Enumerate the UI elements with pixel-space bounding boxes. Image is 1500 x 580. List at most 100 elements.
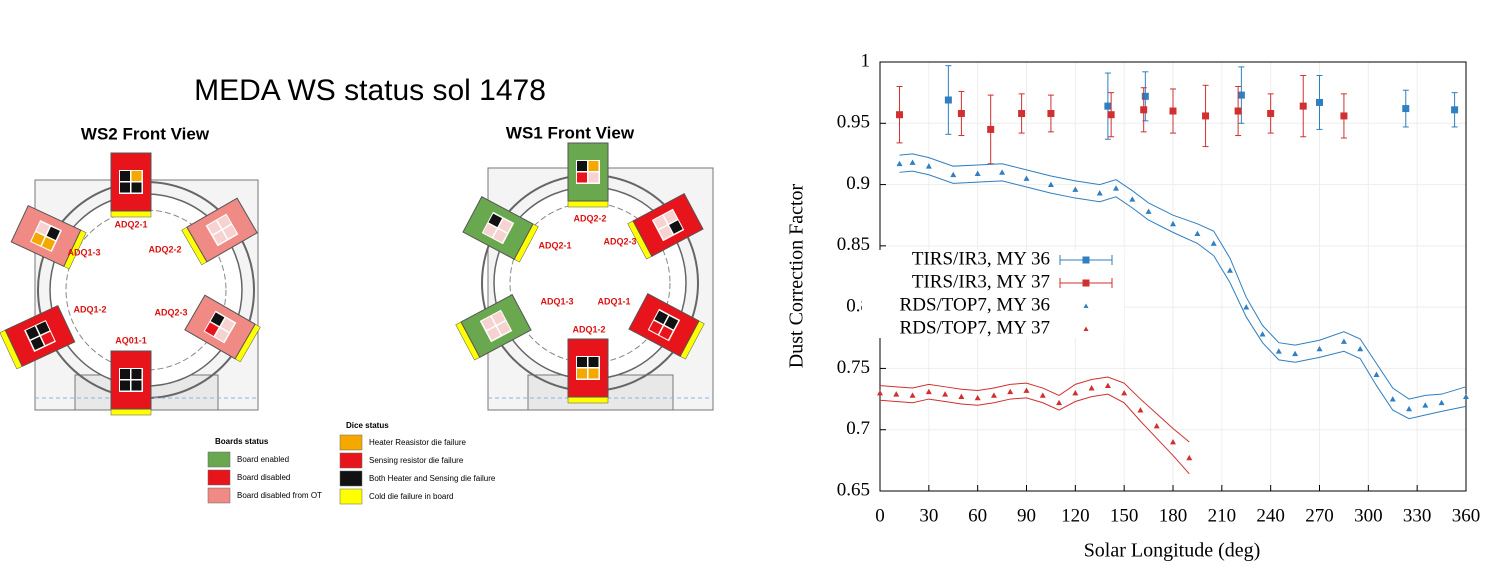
x-tick-label: 150 — [1110, 505, 1139, 526]
point — [1340, 112, 1348, 120]
x-tick-label: 210 — [1208, 505, 1237, 526]
point — [1088, 385, 1095, 391]
y-tick-label: 0.95 — [837, 112, 870, 133]
point — [896, 111, 904, 119]
x-tick-label: 60 — [968, 505, 987, 526]
x-tick-label: 30 — [919, 505, 938, 526]
point — [1113, 185, 1120, 191]
x-tick-label: 180 — [1159, 505, 1188, 526]
board-label: ADQ1-3 — [540, 296, 573, 306]
point — [1121, 389, 1128, 396]
point — [893, 391, 900, 397]
x-tick-label: 270 — [1305, 505, 1334, 526]
point — [1056, 399, 1063, 406]
point — [1226, 267, 1233, 273]
legend-label: Cold die failure in board — [369, 492, 454, 501]
point — [1389, 396, 1396, 402]
board-label: ADQ2-2 — [148, 244, 181, 254]
point — [990, 392, 997, 398]
die — [498, 218, 513, 233]
die — [223, 224, 237, 239]
point — [1007, 388, 1014, 395]
die — [497, 321, 511, 335]
point — [1422, 402, 1429, 408]
die — [120, 369, 130, 379]
legend-swatch — [339, 488, 363, 505]
y-tick-label: 0.85 — [837, 234, 870, 255]
point — [1039, 392, 1046, 398]
die — [204, 322, 219, 337]
point — [1243, 304, 1250, 310]
board-label: ADQ2-1 — [538, 240, 571, 250]
ws2-heading: WS2 Front View — [81, 124, 210, 143]
point — [1104, 102, 1112, 110]
point — [1047, 181, 1054, 187]
legend-swatch — [207, 469, 231, 486]
point — [1137, 407, 1144, 413]
die — [653, 215, 668, 230]
legend-label: RDS/TOP7, MY 36 — [900, 294, 1050, 315]
legend-label: Board disabled from OT — [237, 491, 322, 500]
die — [217, 214, 232, 229]
board — [567, 142, 609, 208]
point — [1129, 196, 1136, 202]
envelope-line — [899, 153, 1467, 400]
point — [1096, 190, 1103, 196]
die — [131, 182, 142, 193]
point — [1186, 454, 1193, 461]
point — [1316, 345, 1323, 352]
legend-swatch — [207, 451, 231, 468]
point — [1451, 106, 1459, 114]
point — [1357, 345, 1364, 352]
die — [491, 311, 506, 325]
die — [663, 210, 678, 224]
point — [1316, 98, 1323, 106]
point — [944, 96, 952, 104]
dice-frame — [203, 310, 237, 344]
legend-heading: Boards status — [215, 437, 269, 446]
point — [957, 109, 965, 117]
die — [649, 320, 663, 335]
board — [462, 196, 539, 263]
y-tick-label: 1 — [861, 50, 871, 71]
point — [1237, 91, 1245, 99]
legend-box — [862, 250, 1124, 338]
point — [877, 389, 883, 396]
point — [1047, 109, 1055, 117]
point — [909, 159, 916, 165]
board — [455, 294, 532, 361]
die — [30, 336, 44, 350]
die — [577, 357, 587, 367]
diagram-title: MEDA WS status sol 1478 — [194, 74, 546, 107]
point — [1463, 393, 1469, 400]
point — [1373, 371, 1380, 377]
point — [958, 393, 965, 400]
legend-label: Board enabled — [237, 455, 289, 464]
ring-inner — [509, 202, 671, 364]
diagram: MEDA WS status sol 1478 WS2 Front View W… — [81, 74, 635, 144]
board — [110, 350, 152, 416]
die — [36, 321, 50, 335]
point — [1340, 338, 1347, 344]
die — [483, 223, 497, 238]
point — [999, 169, 1006, 175]
legend-marker — [1083, 303, 1089, 308]
die — [481, 316, 496, 331]
die — [213, 230, 227, 245]
die — [207, 220, 222, 235]
point — [1023, 387, 1030, 393]
die — [658, 225, 673, 240]
point — [925, 163, 932, 169]
legend-label: Both Heater and Sensing die failure — [369, 474, 496, 483]
chart: Solar Longitude (deg) Dust Correction Fa… — [786, 183, 1261, 561]
die — [577, 161, 587, 171]
legend-swatch — [339, 434, 363, 451]
point — [1023, 175, 1030, 181]
die — [214, 328, 229, 342]
point — [1153, 423, 1160, 429]
point — [1169, 107, 1177, 115]
point — [1072, 186, 1079, 192]
point — [1018, 109, 1026, 117]
envelope-line — [899, 170, 1467, 420]
die — [493, 229, 507, 243]
